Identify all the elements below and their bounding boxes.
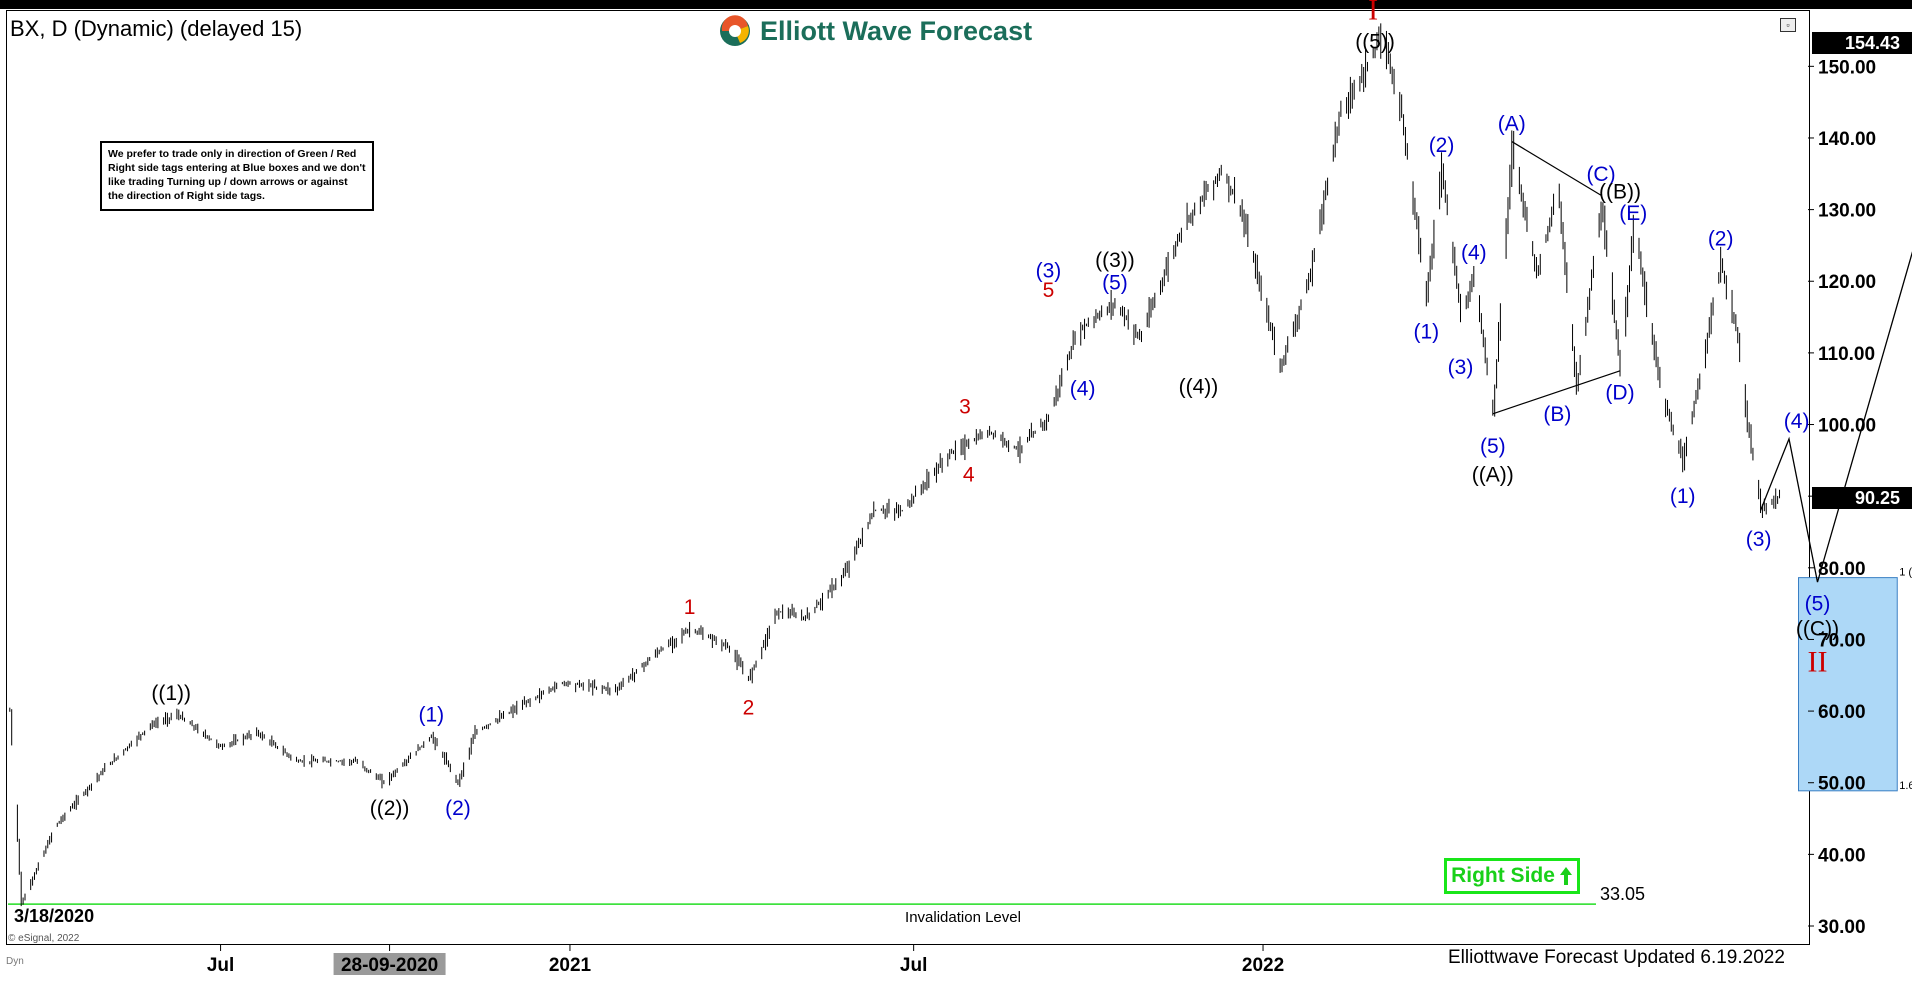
high-price-tag: 154.43 [1812,32,1912,54]
wave-label: 5 [1043,279,1055,302]
x-tick-label: Jul [207,955,234,976]
wave-label: (1) [1413,320,1439,343]
x-tick-label: Jul [900,955,927,976]
right-side-tag: Right Side [1444,858,1580,894]
symbol-title: BX, D (Dynamic) (delayed 15) [10,16,303,41]
blue-target-box [1798,577,1898,792]
wave-label: (B) [1543,403,1571,426]
wave-label: ((1)) [151,682,191,705]
dyn-label: Dyn [6,956,24,967]
plot-area-border [6,10,1810,945]
copyright-label: © eSignal, 2022 [8,933,80,944]
wave-label: (A) [1498,113,1526,136]
start-date-label: 3/18/2020 [14,906,95,926]
invalidation-label: Invalidation Level [905,909,1021,926]
x-tick-label: 2021 [549,955,592,976]
logo-globe-icon [720,15,750,46]
y-tick-label: 70.00 [1818,630,1866,651]
box-top-label: 1 (78.63) [1899,567,1912,579]
wave-label: (2) [445,797,471,820]
y-tick-label: 120.00 [1818,272,1876,293]
wave-label: ((C)) [1796,618,1839,641]
wave-label: (5) [1480,435,1506,458]
wave-label: (2) [1429,134,1455,157]
y-tick-label: 50.00 [1818,774,1866,795]
wave-label: 3 [959,396,971,419]
y-tick-label: 100.00 [1818,416,1876,437]
wave-label: (3) [1746,528,1772,551]
wave-label: (4) [1070,378,1096,401]
x-tick-label: 28-09-2020 [341,955,438,976]
wave-label: (C) [1586,163,1615,186]
triangle-lower-line [1492,370,1621,415]
triangle-upper-line [1511,141,1602,196]
wave-label: (5) [1805,593,1831,616]
y-tick-label: 110.00 [1818,344,1875,365]
y-tick-label: 30.00 [1818,917,1866,938]
right-side-label: Right Side [1451,864,1555,887]
window-top-bar [0,0,1912,9]
wave-label: ((3)) [1095,249,1135,272]
logo-text: Elliott Wave Forecast [760,15,1033,46]
last-price-tag: 90.25 [1812,487,1912,509]
y-tick-label: 40.00 [1818,845,1866,866]
wave-label: ((B)) [1599,181,1641,204]
y-tick-label: 150.00 [1818,57,1876,78]
wave-label: (2) [1708,227,1734,250]
wave-label: (3) [1448,356,1474,379]
wave-label: ((5)) [1355,30,1395,53]
wave-label: (1) [1670,485,1696,508]
y-tick-label: 80.00 [1818,559,1866,580]
invalidation-value: 33.05 [1600,884,1645,904]
wave-label: (4) [1784,410,1810,433]
wave-label: (5) [1102,272,1128,295]
window-restore-icon[interactable]: ▫ [1780,18,1796,32]
wave-label: 4 [963,464,975,487]
trading-note: We prefer to trade only in direction of … [100,141,374,211]
arrow-up-icon [1559,867,1572,885]
wave-label: (3) [1036,260,1062,283]
wave-label: 1 [684,596,696,619]
y-tick-label: 60.00 [1818,702,1866,723]
wave-label: (E) [1619,202,1647,225]
x-tick-label: 2022 [1242,955,1284,976]
wave-label: (1) [419,704,445,727]
wave-label: (4) [1461,242,1487,265]
projection-path [1759,251,1912,583]
wave-label: I [1368,0,1378,27]
wave-label: 2 [743,697,755,720]
x-tick-highlight [333,953,446,975]
y-tick-label: 130.00 [1818,201,1876,222]
y-tick-label: 140.00 [1818,129,1876,150]
box-bottom-label: 1.618 (48.87) [1899,780,1912,792]
wave-label: ((4)) [1179,376,1219,399]
brand-logo: Elliott Wave Forecast [718,14,1032,48]
wave-label: II [1808,646,1828,679]
wave-label: (D) [1605,381,1634,404]
wave-label: ((2)) [370,797,410,820]
updated-label: Elliottwave Forecast Updated 6.19.2022 [1448,947,1785,968]
wave-label: ((A)) [1472,464,1514,487]
